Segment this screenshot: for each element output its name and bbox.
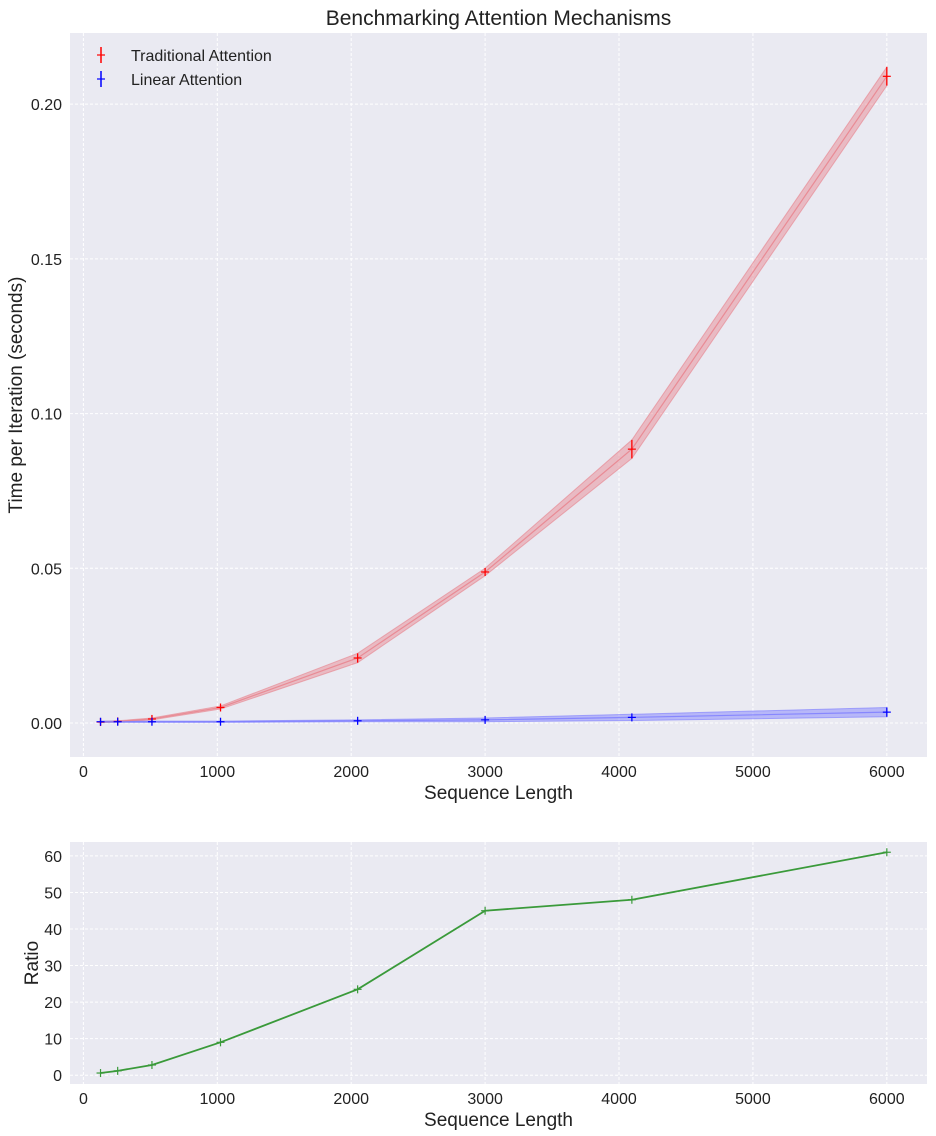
data-point: [353, 653, 362, 663]
x-tick-label: 5000: [735, 1091, 771, 1108]
data-point: [216, 717, 225, 726]
x-tick-label: 4000: [601, 764, 637, 781]
y-tick-label: 60: [44, 849, 62, 866]
data-point: [627, 439, 636, 459]
y-tick-label: 30: [44, 959, 62, 976]
data-point: [627, 713, 636, 722]
time-chart: 0 1000 2000 3000 4000 5000 6000 0.000.050.100.…: [6, 7, 927, 804]
data-point: [147, 1060, 156, 1069]
data-point: [481, 715, 490, 724]
data-point: [113, 717, 122, 726]
time-chart-grid: [70, 33, 927, 757]
x-tick-label: 6000: [869, 1091, 905, 1108]
data-point: [353, 985, 362, 994]
y-tick-label: 0.20: [31, 97, 62, 114]
y-tick-label: 0.15: [31, 252, 62, 269]
time-chart-y-ticks: 0.00 0.05 0.10 0.15 0.20: [31, 97, 62, 733]
data-point: [882, 848, 891, 857]
ratio-x-axis-label: Sequence Length: [424, 1110, 573, 1131]
y-tick-label: 10: [44, 1032, 62, 1049]
x-tick-label: 1000: [200, 764, 236, 781]
ratio-chart: 0 1000 2000 3000 4000 5000 6000 0102030405060 …: [22, 842, 927, 1131]
x-tick-label: 2000: [333, 764, 369, 781]
data-point: [147, 717, 156, 726]
legend-item-linear: Linear Attention: [97, 71, 242, 89]
legend-label-linear: Linear Attention: [131, 72, 242, 89]
ratio-chart-x-ticks: 0 1000 2000 3000 4000 5000 6000: [79, 1091, 905, 1108]
y-tick-label: 20: [44, 995, 62, 1012]
time-chart-markers: [96, 67, 891, 727]
data-point: [627, 895, 636, 904]
x-tick-label: 0: [79, 764, 88, 781]
x-tick-label: 5000: [735, 764, 771, 781]
x-tick-label: 1000: [200, 1091, 236, 1108]
ratio-chart-y-ticks: 0 10 20 30 40 50 60: [44, 849, 62, 1085]
data-point: [96, 717, 105, 726]
x-tick-label: 2000: [333, 1091, 369, 1108]
y-tick-label: 40: [44, 922, 62, 939]
x-tick-label: 3000: [467, 1091, 503, 1108]
x-axis-label: Sequence Length: [424, 783, 573, 804]
data-point: [882, 67, 891, 86]
x-tick-label: 0: [79, 1091, 88, 1108]
x-tick-label: 4000: [601, 1091, 637, 1108]
time-chart-plot-area: [70, 33, 927, 757]
data-point: [113, 1066, 122, 1075]
data-point: [96, 1069, 105, 1078]
y-tick-label: 0.00: [31, 716, 62, 733]
ratio-y-axis-label: Ratio: [22, 941, 43, 985]
x-tick-label: 3000: [467, 764, 503, 781]
y-tick-label: 0.05: [31, 561, 62, 578]
ratio-chart-plot-area: [70, 842, 927, 1084]
y-tick-label: 0.10: [31, 407, 62, 424]
chart-title: Benchmarking Attention Mechanisms: [326, 7, 672, 30]
ratio-chart-grid: [70, 842, 927, 1084]
ratio-chart-markers: [96, 848, 891, 1078]
series-line-1: [100, 711, 887, 723]
y-axis-label: Time per Iteration (seconds): [6, 277, 27, 514]
data-point: [882, 707, 891, 717]
ratio-chart-series-line: [100, 851, 887, 1074]
data-point: [353, 716, 362, 725]
time-chart-series-lines: [100, 75, 888, 723]
series-line-0: [100, 851, 887, 1074]
data-point: [481, 906, 490, 915]
legend-item-traditional: Traditional Attention: [97, 47, 272, 65]
y-tick-label: 0: [53, 1068, 62, 1085]
data-point: [216, 1038, 225, 1047]
legend: Traditional Attention Linear Attention: [97, 47, 272, 89]
time-chart-x-ticks: 0 1000 2000 3000 4000 5000 6000: [79, 764, 905, 781]
data-point: [481, 567, 490, 576]
x-tick-label: 6000: [869, 764, 905, 781]
data-point: [216, 703, 225, 712]
series-line-0: [100, 75, 888, 723]
legend-label-traditional: Traditional Attention: [131, 48, 272, 65]
y-tick-label: 50: [44, 885, 62, 902]
